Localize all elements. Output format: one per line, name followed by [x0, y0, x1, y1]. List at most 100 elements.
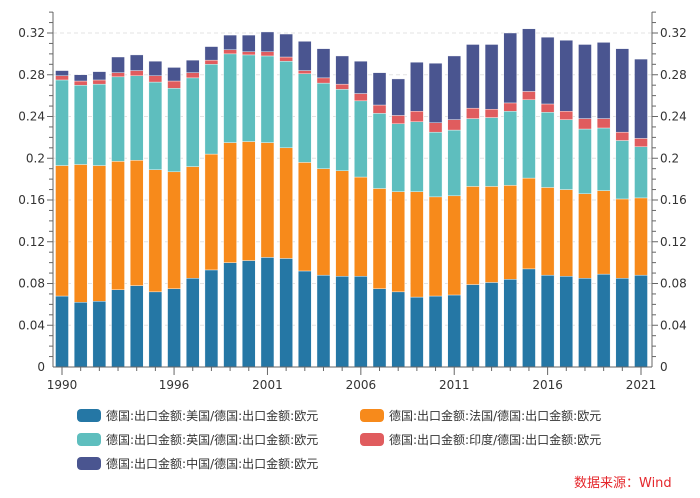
y-tick-label-right: 0.24	[660, 110, 687, 124]
bar-segment-2007-s3	[372, 104, 387, 114]
bar-segment-2002-s4	[279, 33, 293, 58]
bar-segment-2009-s3	[410, 111, 424, 122]
bar-segment-2004-s1	[316, 168, 331, 276]
bar-segment-2008-s3	[391, 115, 405, 125]
bar-segment-2001-s0	[260, 257, 275, 368]
y-tick-label-left: 0.28	[18, 68, 45, 82]
x-tick-label-2021: 2021	[626, 378, 657, 392]
bar-segment-2006-s3	[354, 93, 368, 102]
bar-segment-1992-s3	[92, 79, 107, 85]
bar-segment-2010-s3	[428, 122, 443, 133]
bar-segment-2007-s0	[372, 288, 387, 368]
bar-segment-2004-s2	[316, 82, 331, 169]
bar-segment-2020-s1	[615, 198, 630, 279]
bar-segment-2008-s1	[391, 191, 405, 293]
bar-segment-2006-s1	[354, 176, 368, 277]
legend-label-usa: 德国:出口金额:美国/德国:出口金额:欧元	[106, 408, 319, 423]
y-tick-label-right: 0.32	[660, 26, 687, 40]
bar-segment-1991-s1	[73, 164, 88, 303]
bar-segment-1994-s2	[130, 75, 144, 161]
bar-segment-2003-s0	[298, 270, 312, 368]
bar-segment-2001-s3	[260, 51, 275, 57]
bar-segment-2002-s1	[279, 147, 293, 259]
bar-segment-1999-s4	[223, 34, 237, 50]
bar-segment-1999-s2	[223, 53, 237, 143]
bar-segment-2016-s4	[540, 36, 555, 105]
y-tick-label-left: 0.32	[18, 26, 45, 40]
bar-segment-1995-s0	[148, 291, 163, 368]
bar-segment-2014-s3	[503, 102, 517, 112]
legend-item-india[interactable]: 德国:出口金额:印度/德国:出口金额:欧元	[360, 430, 601, 448]
bar-segment-2005-s0	[335, 275, 349, 368]
bar-segment-2010-s0	[428, 295, 443, 368]
bar-segment-2014-s2	[503, 111, 517, 186]
legend-item-france[interactable]: 德国:出口金额:法国/德国:出口金额:欧元	[360, 406, 601, 424]
legend-label-china: 德国:出口金额:中国/德国:出口金额:欧元	[106, 456, 319, 471]
bar-segment-2017-s2	[559, 119, 573, 190]
bar-segment-1997-s3	[186, 72, 200, 79]
bars-group	[55, 28, 648, 368]
bar-segment-2006-s0	[354, 275, 368, 368]
bar-segment-2021-s4	[634, 58, 648, 139]
bar-segment-2018-s1	[578, 193, 592, 279]
bar-segment-2021-s2	[634, 146, 648, 199]
bar-segment-2010-s4	[428, 63, 443, 123]
x-tick-label-1996: 1996	[159, 378, 190, 392]
bar-segment-1995-s3	[148, 75, 163, 83]
bar-segment-2012-s4	[466, 44, 480, 109]
bar-segment-2002-s0	[279, 258, 293, 368]
bar-segment-2021-s3	[634, 138, 648, 147]
legend-label-uk: 德国:出口金额:英国/德国:出口金额:欧元	[106, 432, 319, 447]
bar-segment-1992-s2	[92, 83, 107, 166]
bar-segment-2016-s2	[540, 112, 555, 188]
legend-label-india: 德国:出口金额:印度/德国:出口金额:欧元	[389, 432, 602, 447]
bar-segment-2012-s2	[466, 118, 480, 187]
bar-segment-1996-s1	[167, 171, 181, 289]
bar-segment-2014-s4	[503, 32, 517, 104]
bar-segment-1997-s1	[186, 166, 200, 279]
bar-segment-1994-s0	[130, 285, 144, 368]
bar-segment-2008-s0	[391, 291, 405, 368]
bar-segment-2012-s0	[466, 284, 480, 368]
bar-segment-2006-s2	[354, 100, 368, 178]
bar-segment-1994-s1	[130, 160, 144, 286]
legend-swatch-uk	[77, 432, 101, 446]
bar-segment-2011-s3	[447, 119, 461, 131]
bar-segment-1995-s4	[148, 60, 163, 76]
bar-segment-1999-s0	[223, 262, 237, 368]
bar-segment-2011-s0	[447, 294, 461, 368]
y-tick-label-left: 0.24	[18, 110, 45, 124]
bar-segment-1997-s0	[186, 278, 200, 368]
bar-segment-2012-s3	[466, 107, 480, 119]
bar-segment-2001-s4	[260, 31, 275, 52]
bar-segment-2021-s0	[634, 274, 648, 368]
bar-segment-1993-s2	[111, 76, 125, 162]
legend-item-uk[interactable]: 德国:出口金额:英国/德国:出口金额:欧元	[77, 430, 318, 448]
bar-segment-1993-s0	[111, 289, 125, 368]
stacked-bar-chart: 0 0 0.04 0.04 0.08 0.08 0.12 0.12 0.16 0.16 0.2 0.2…	[18, 11, 687, 392]
bar-segment-2008-s4	[391, 78, 405, 116]
bar-segment-1996-s4	[167, 67, 181, 82]
bar-segment-1999-s3	[223, 49, 237, 55]
bar-segment-2002-s3	[279, 56, 293, 62]
bar-segment-1991-s3	[73, 80, 88, 86]
bar-segment-2015-s4	[522, 28, 536, 92]
bar-segment-2001-s1	[260, 142, 275, 258]
legend-swatch-india	[360, 432, 384, 446]
bar-segment-1996-s3	[167, 80, 181, 89]
bar-segment-2013-s1	[484, 186, 499, 283]
bar-segment-1998-s4	[204, 46, 219, 61]
legend-item-china[interactable]: 德国:出口金额:中国/德国:出口金额:欧元	[77, 454, 318, 472]
bar-segment-2014-s1	[503, 185, 517, 280]
bar-segment-2015-s1	[522, 177, 536, 270]
bar-segment-1991-s2	[73, 84, 88, 165]
bar-segment-2003-s4	[298, 41, 312, 71]
bar-segment-2017-s4	[559, 40, 573, 112]
bar-segment-2012-s1	[466, 186, 480, 285]
bar-segment-1995-s1	[148, 169, 163, 293]
x-tick-label-2011: 2011	[439, 378, 470, 392]
bar-segment-2016-s3	[540, 103, 555, 113]
bar-segment-2005-s1	[335, 170, 349, 277]
bar-segment-2016-s1	[540, 187, 555, 276]
legend-item-usa[interactable]: 德国:出口金额:美国/德国:出口金额:欧元	[77, 406, 318, 424]
